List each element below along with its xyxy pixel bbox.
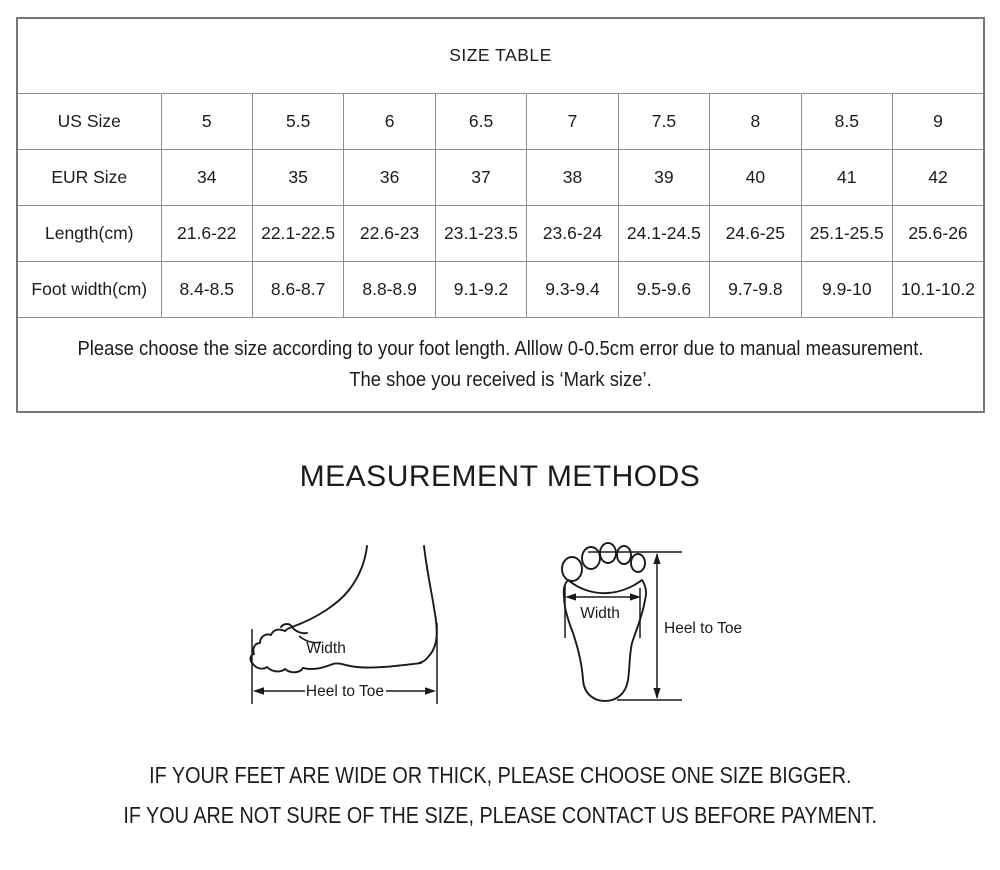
table-cell: 36 bbox=[343, 148, 436, 206]
table-cell: 38 bbox=[526, 148, 619, 206]
table-cell: 22.6-23 bbox=[343, 204, 436, 262]
measurement-heading: MEASUREMENT METHODS bbox=[299, 460, 701, 493]
row-label: EUR Size bbox=[16, 148, 162, 206]
table-cell: 22.1-22.5 bbox=[251, 204, 345, 262]
row-label: Foot width(cm) bbox=[16, 260, 162, 318]
table-cell: 7 bbox=[526, 92, 619, 150]
size-table-title: SIZE TABLE bbox=[16, 17, 985, 94]
table-cell: 8.8-8.9 bbox=[343, 260, 436, 318]
table-cell: 35 bbox=[251, 148, 345, 206]
row-label: US Size bbox=[16, 92, 162, 150]
table-cell: 8 bbox=[709, 92, 802, 150]
table-cell: 7.5 bbox=[617, 92, 711, 150]
table-cell: 9.5-9.6 bbox=[617, 260, 711, 318]
table-row-eur-size: EUR Size 34 35 36 37 38 39 40 41 42 bbox=[16, 148, 985, 206]
table-cell: 21.6-22 bbox=[160, 204, 253, 262]
side-view-width-label: Width bbox=[306, 640, 346, 657]
table-cell: 9.9-10 bbox=[800, 260, 894, 318]
row-label: Length(cm) bbox=[16, 204, 162, 262]
footprint-top-view-icon: Width Heel to Toe bbox=[561, 542, 742, 702]
size-table: SIZE TABLE US Size 5 5.5 6 6.5 7 7.5 8 8… bbox=[16, 17, 985, 413]
table-cell: 25.6-26 bbox=[892, 204, 985, 262]
table-cell: 39 bbox=[617, 148, 711, 206]
advice-line-contact-text: IF YOU ARE NOT SURE OF THE SIZE, PLEASE … bbox=[123, 802, 877, 828]
size-note-row: Please choose the size according to your… bbox=[16, 316, 985, 413]
advice-line-contact: IF YOU ARE NOT SURE OF THE SIZE, PLEASE … bbox=[0, 802, 1000, 829]
table-cell: 9.3-9.4 bbox=[526, 260, 619, 318]
table-cell: 24.6-25 bbox=[709, 204, 802, 262]
size-note-line1: Please choose the size according to your… bbox=[77, 337, 924, 361]
table-cell: 42 bbox=[892, 148, 985, 206]
table-cell: 9 bbox=[892, 92, 985, 150]
size-note-cell: Please choose the size according to your… bbox=[16, 316, 985, 413]
foot-side-view-diagram: Width Heel to Toe bbox=[245, 543, 445, 715]
foot-side-view-icon: Width Heel to Toe bbox=[249, 545, 438, 704]
footprint-top-view-diagram: Width Heel to Toe bbox=[550, 538, 765, 710]
size-note-line2: The shoe you received is ‘Mark size’. bbox=[349, 368, 652, 392]
side-view-heel-to-toe-label: Heel to Toe bbox=[306, 683, 384, 700]
table-cell: 24.1-24.5 bbox=[617, 204, 711, 262]
table-cell: 5 bbox=[160, 92, 253, 150]
table-cell: 8.5 bbox=[800, 92, 894, 150]
table-cell: 23.1-23.5 bbox=[434, 204, 528, 262]
table-cell: 37 bbox=[434, 148, 528, 206]
table-cell: 8.4-8.5 bbox=[160, 260, 253, 318]
table-cell: 23.6-24 bbox=[526, 204, 619, 262]
size-table-title-row: SIZE TABLE bbox=[16, 17, 985, 94]
table-cell: 25.1-25.5 bbox=[800, 204, 894, 262]
advice-line-wide-feet: IF YOUR FEET ARE WIDE OR THICK, PLEASE C… bbox=[0, 762, 1000, 789]
table-cell: 34 bbox=[160, 148, 253, 206]
table-cell: 41 bbox=[800, 148, 894, 206]
table-cell: 6.5 bbox=[434, 92, 528, 150]
table-row-length: Length(cm) 21.6-22 22.1-22.5 22.6-23 23.… bbox=[16, 204, 985, 262]
advice-line-wide-feet-text: IF YOUR FEET ARE WIDE OR THICK, PLEASE C… bbox=[148, 762, 852, 788]
table-cell: 6 bbox=[343, 92, 436, 150]
table-cell: 10.1-10.2 bbox=[892, 260, 985, 318]
table-row-foot-width: Foot width(cm) 8.4-8.5 8.6-8.7 8.8-8.9 9… bbox=[16, 260, 985, 318]
table-row-us-size: US Size 5 5.5 6 6.5 7 7.5 8 8.5 9 bbox=[16, 92, 985, 150]
table-cell: 5.5 bbox=[251, 92, 345, 150]
table-cell: 9.1-9.2 bbox=[434, 260, 528, 318]
table-cell: 40 bbox=[709, 148, 802, 206]
top-view-heel-to-toe-label: Heel to Toe bbox=[664, 620, 742, 637]
table-cell: 8.6-8.7 bbox=[251, 260, 345, 318]
top-view-width-label: Width bbox=[580, 605, 620, 622]
table-cell: 9.7-9.8 bbox=[709, 260, 802, 318]
